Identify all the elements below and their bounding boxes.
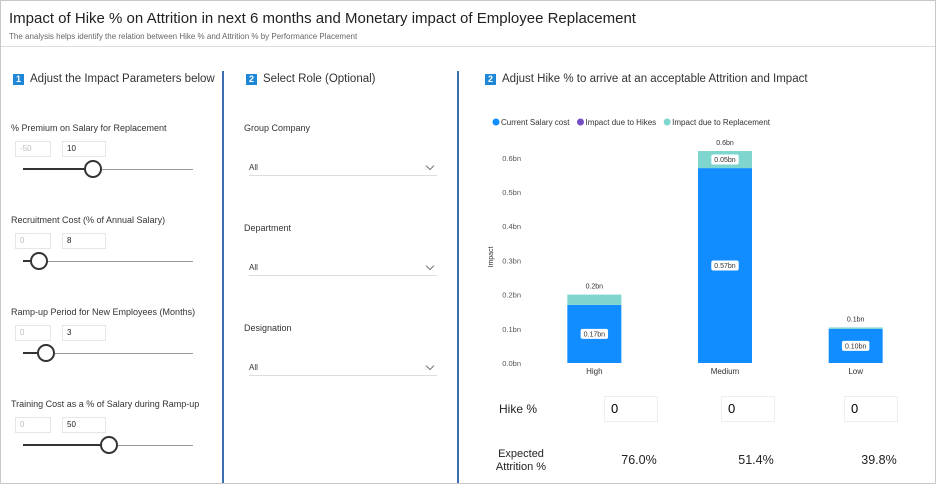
panel-title: Adjust Hike % to arrive at an acceptable…: [502, 73, 808, 85]
bar-segment: [567, 294, 622, 305]
slider-track: [23, 261, 193, 262]
filter-label: Designation: [244, 323, 292, 333]
hike-input[interactable]: 0: [844, 396, 898, 422]
attrition-value: 76.0%: [621, 453, 657, 467]
data-label-bg: [711, 260, 739, 271]
hike-input[interactable]: 0: [604, 396, 658, 422]
slider-knob[interactable]: [84, 160, 102, 178]
legend-label: Current Salary cost: [501, 118, 570, 127]
divider: [1, 46, 935, 47]
panel-title: Adjust the Impact Parameters below: [30, 73, 215, 85]
value-input[interactable]: 8: [62, 233, 106, 249]
data-label: 0.57bn: [714, 263, 736, 270]
y-tick-label: 0.2bn: [502, 291, 521, 300]
panel-heading: 1 Adjust the Impact Parameters below: [13, 73, 215, 85]
slider-track: [23, 353, 193, 354]
value-input[interactable]: 3: [62, 325, 106, 341]
data-label-bg: [580, 328, 609, 339]
parameter-label: Recruitment Cost (% of Annual Salary): [11, 215, 166, 225]
attrition-value: 51.4%: [738, 453, 774, 467]
row-label: Expected Attrition %: [495, 448, 547, 473]
panel-divider: [222, 71, 224, 483]
x-tick-label: Medium: [711, 367, 740, 376]
panel-title: Select Role (Optional): [263, 73, 376, 85]
slider-knob[interactable]: [37, 344, 55, 362]
total-label: 0.1bn: [847, 316, 865, 323]
x-tick-label: High: [586, 367, 602, 376]
slider-track: [23, 169, 193, 170]
min-input[interactable]: 0: [15, 325, 51, 341]
legend-marker: [663, 118, 671, 126]
attrition-value: 39.8%: [861, 453, 897, 467]
slider-fill: [23, 168, 93, 170]
bar-segment: [828, 327, 883, 329]
data-label: 0.17bn: [584, 331, 606, 338]
dropdown[interactable]: All: [249, 361, 437, 376]
row-label: Hike %: [499, 402, 538, 416]
slider-knob[interactable]: [30, 252, 48, 270]
min-input[interactable]: -50: [15, 141, 51, 157]
filter-label: Department: [244, 223, 292, 233]
slider-fill: [23, 352, 46, 354]
panel-heading: 2 Adjust Hike % to arrive at an acceptabl…: [485, 73, 808, 85]
page-subtitle: The analysis helps identify the relation…: [9, 32, 358, 41]
y-tick-label: 0.4bn: [502, 222, 521, 231]
slider-fill: [23, 444, 109, 446]
panel-number: 1: [13, 74, 24, 85]
slider-knob[interactable]: [100, 436, 118, 454]
y-tick-label: 0.3bn: [502, 256, 521, 265]
dropdown[interactable]: All: [249, 261, 437, 276]
y-tick-label: 0.1bn: [502, 325, 521, 334]
min-input[interactable]: 0: [15, 233, 51, 249]
y-tick-label: 0.6bn: [502, 154, 521, 163]
parameter-label: % Premium on Salary for Replacement: [11, 123, 167, 133]
page-title: Impact of Hike % on Attrition in next 6 …: [9, 10, 636, 27]
parameter-label: Ramp-up Period for New Employees (Months…: [11, 307, 196, 317]
data-label-bg: [711, 154, 739, 165]
y-tick-label: 0.0bn: [502, 359, 521, 368]
hike-input[interactable]: 0: [721, 396, 775, 422]
panel-number: 2: [485, 74, 496, 85]
y-tick-label: 0.5bn: [502, 188, 521, 197]
panel-heading: 2 Select Role (Optional): [246, 73, 376, 85]
filter-label: Group Company: [244, 123, 311, 133]
data-label-bg: [841, 340, 870, 351]
chart: 0.0bn 0.1bn 0.2bn 0.3bn 0.4bn 0.5bn 0.6bn Impac…: [488, 118, 883, 376]
panel-number: 2: [246, 74, 257, 85]
legend-label: Impact due to Replacement: [672, 118, 771, 127]
value-input[interactable]: 10: [62, 141, 106, 157]
legend-marker: [492, 118, 500, 126]
data-label: 0.05bn: [714, 157, 736, 164]
legend-marker: [576, 118, 584, 126]
dropdown[interactable]: All: [249, 161, 437, 176]
data-label: 0.10bn: [845, 343, 867, 350]
total-label: 0.6bn: [716, 140, 734, 147]
panel-divider: [457, 71, 459, 483]
total-label: 0.2bn: [586, 284, 604, 291]
parameter-label: Training Cost as a % of Salary during Ra…: [11, 399, 200, 409]
x-tick-label: Low: [848, 367, 863, 376]
value-input[interactable]: 50: [62, 417, 106, 433]
min-input[interactable]: 0: [15, 417, 51, 433]
legend-label: Impact due to Hikes: [585, 118, 656, 127]
y-axis-label: Impact: [488, 246, 495, 267]
